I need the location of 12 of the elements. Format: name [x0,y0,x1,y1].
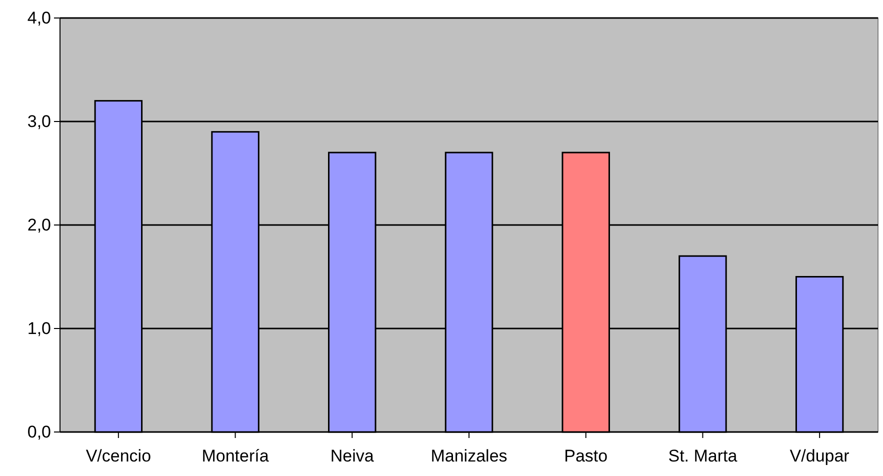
x-tick-label: Pasto [564,446,608,466]
y-tick-label: 1,0 [27,318,51,338]
x-tick-label: Montería [202,446,270,466]
x-tick-label: St. Marta [668,446,738,466]
y-tick-label: 4,0 [27,8,51,28]
x-tick-label: Neiva [330,446,374,466]
x-tick-label: V/dupar [790,446,850,466]
y-tick-label: 2,0 [27,215,51,234]
y-tick-label: 0,0 [27,422,51,442]
x-tick-label: V/cencio [86,446,152,466]
x-tick-label: Manizales [430,446,508,466]
y-tick-label: 3,0 [27,112,51,131]
